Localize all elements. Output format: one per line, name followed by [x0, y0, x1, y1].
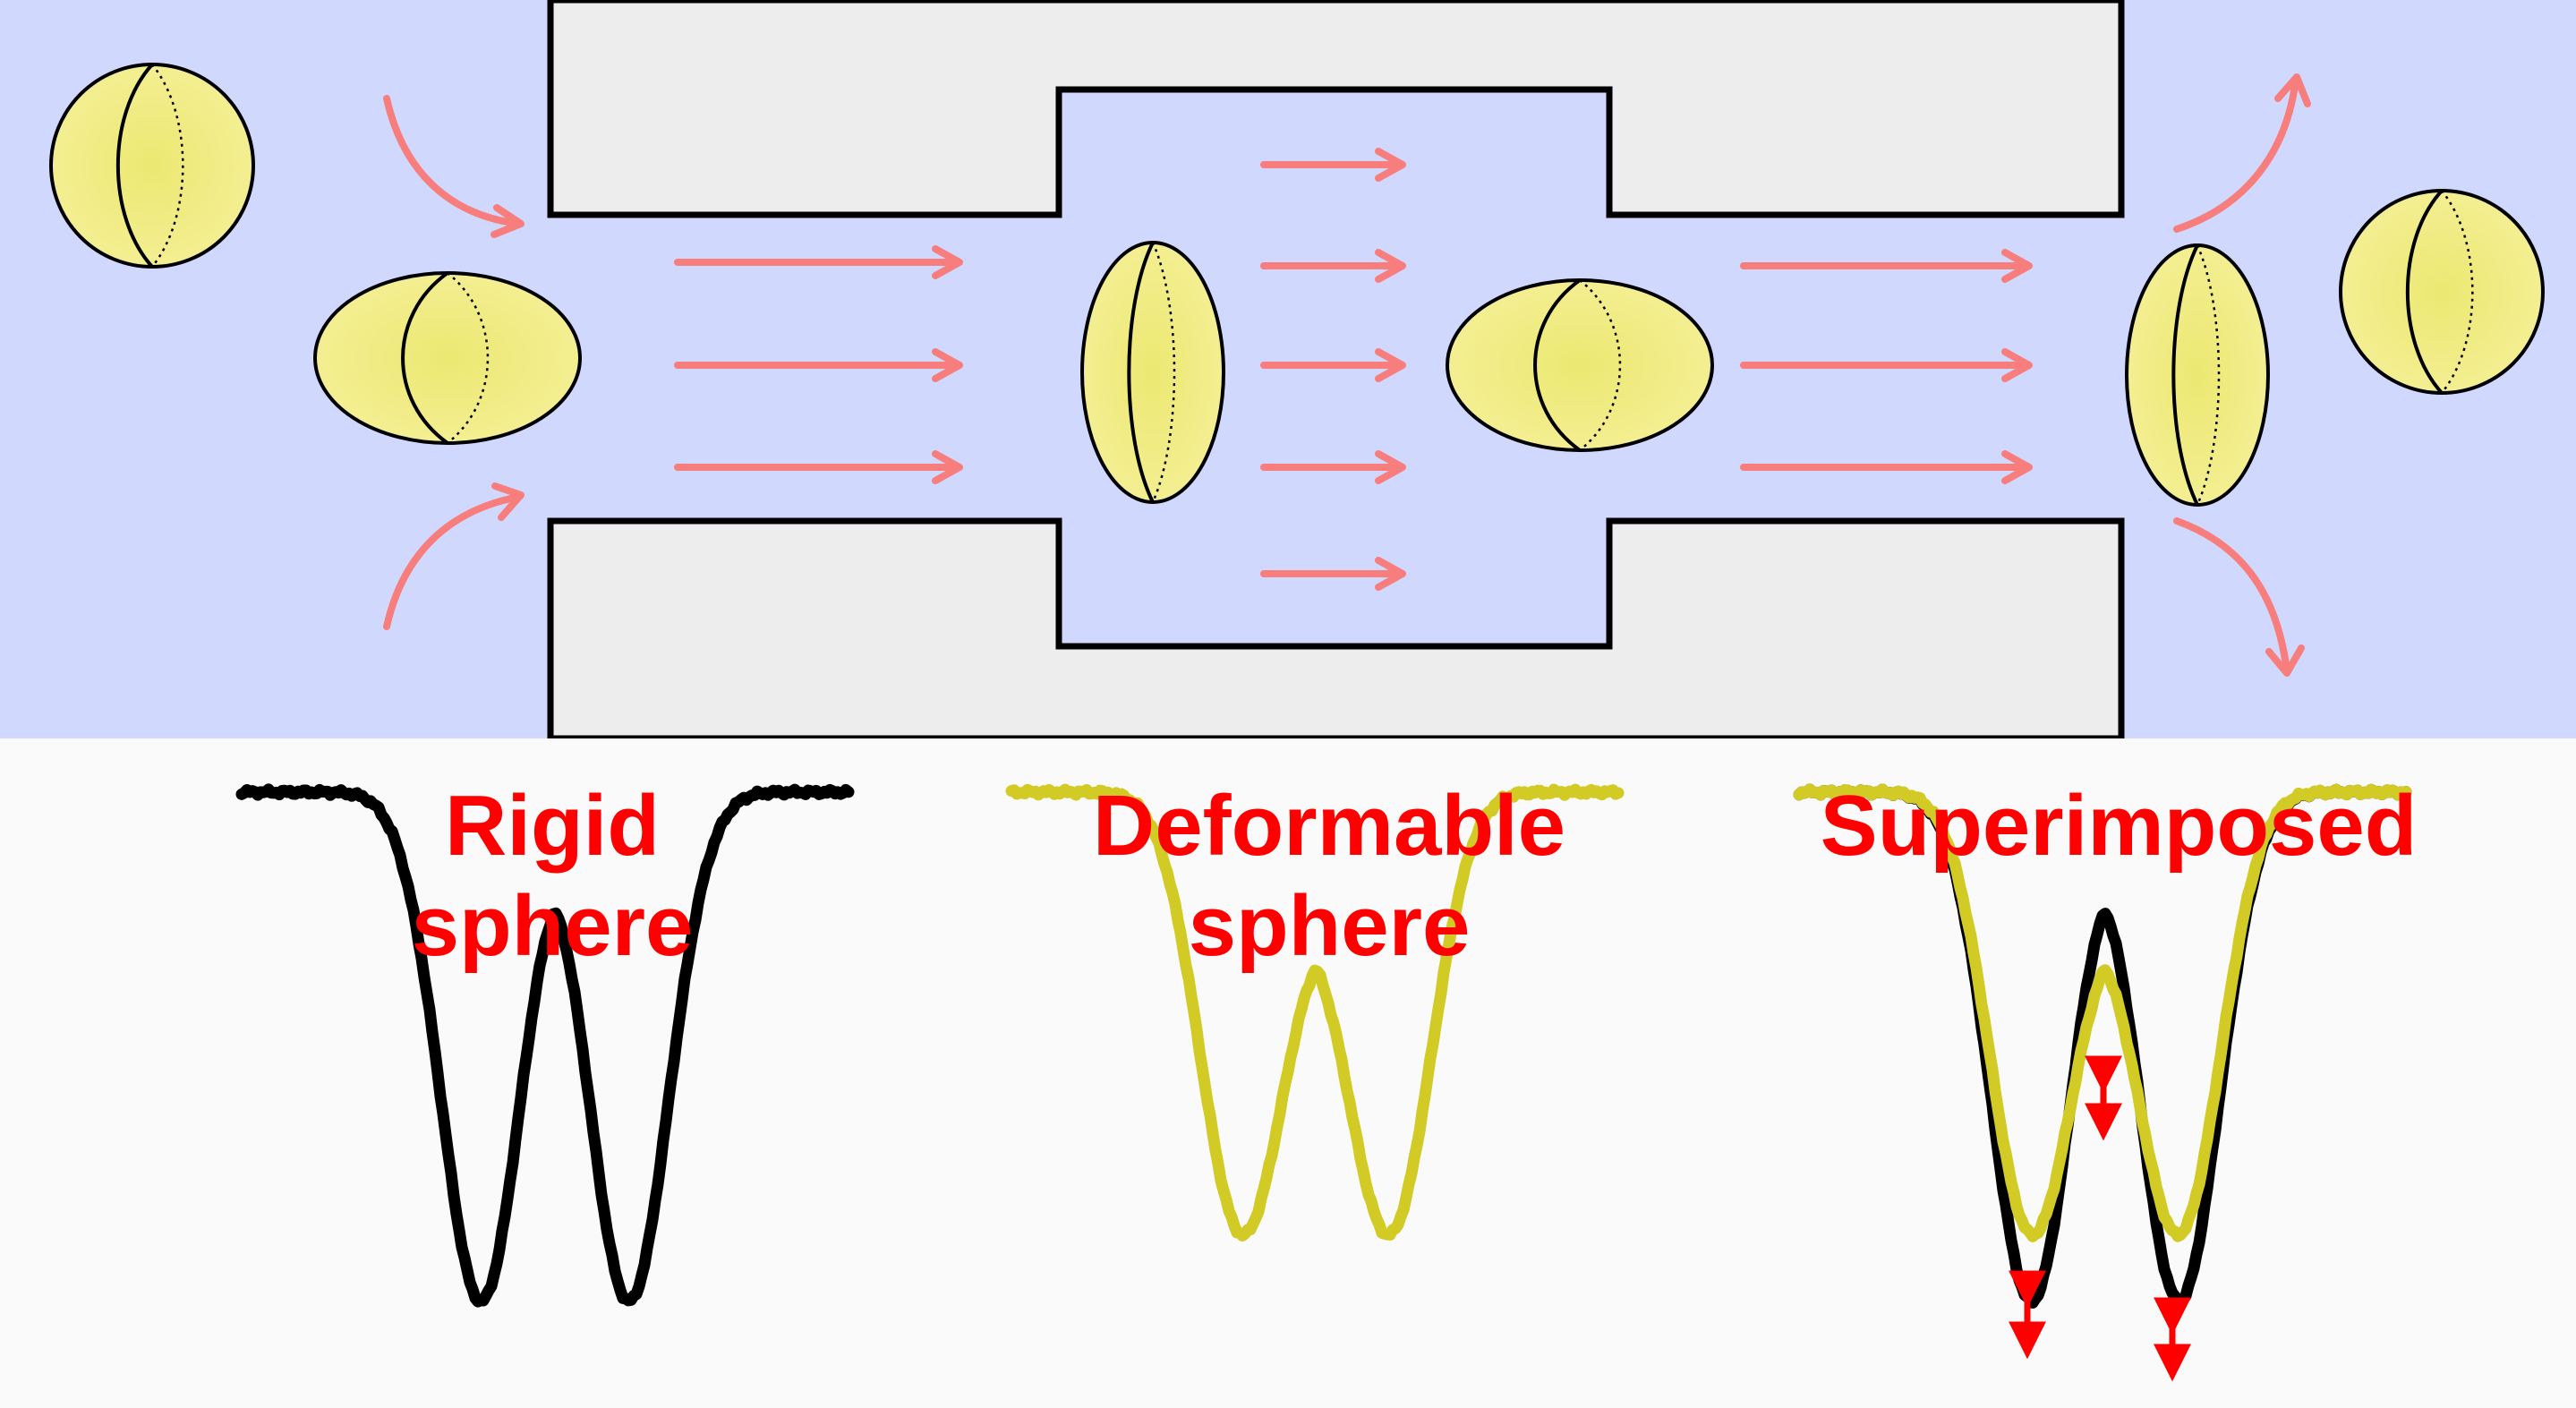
flow-arrow-icon: [1740, 348, 2033, 382]
flow-arrow-icon: [1260, 249, 1406, 283]
deformable-trace: [1005, 783, 1625, 1242]
channel-upper-wall: [547, 0, 2125, 218]
channel-lower-wall: [547, 517, 2125, 742]
rigid-trace: [235, 783, 855, 1308]
ellipsoid-cell-icon: [2339, 189, 2545, 395]
flow-arrow-icon: [674, 450, 963, 484]
superimposed-deformable-trace: [1793, 783, 2412, 1242]
ellipsoid-cell-icon: [313, 271, 582, 445]
flow-arrow-icon: [1260, 450, 1406, 484]
flow-arrow-icon: [674, 245, 963, 279]
difference-markers: [2009, 1055, 2191, 1382]
flow-arrow-icon: [383, 482, 525, 630]
flow-arrow-icon: [2173, 73, 2311, 233]
flow-arrow-icon: [1740, 249, 2033, 283]
rigid-title-line1: Rigid: [445, 778, 660, 874]
ellipsoid-cell-icon: [49, 63, 255, 269]
traces: [235, 783, 2412, 1309]
channel-panel: [0, 0, 2576, 742]
ellipsoid-cell-icon: [2125, 243, 2270, 507]
flow-arrow-icon: [1740, 450, 2033, 484]
flow-arrow-icon: [383, 95, 525, 238]
ellipsoid-cell-icon: [1446, 278, 1714, 452]
deformable-title-line1: Deformable: [1093, 778, 1565, 874]
flow-arrow-icon: [1260, 148, 1406, 182]
flow-arrows: [383, 73, 2311, 677]
cells: [49, 63, 2545, 507]
flow-arrow-icon: [674, 348, 963, 382]
rigid-title-line2: sphere: [412, 878, 694, 974]
deformable-title-line2: sphere: [1189, 878, 1471, 974]
ellipsoid-cell-icon: [1080, 241, 1225, 504]
flow-arrow-icon: [1260, 348, 1406, 382]
signal-panel: Rigid sphere Deformable sphere Superimpo…: [0, 738, 2576, 1408]
flow-arrow-icon: [2173, 517, 2305, 677]
superimposed-title: Superimposed: [1821, 778, 2418, 874]
flow-arrow-icon: [1260, 557, 1406, 591]
